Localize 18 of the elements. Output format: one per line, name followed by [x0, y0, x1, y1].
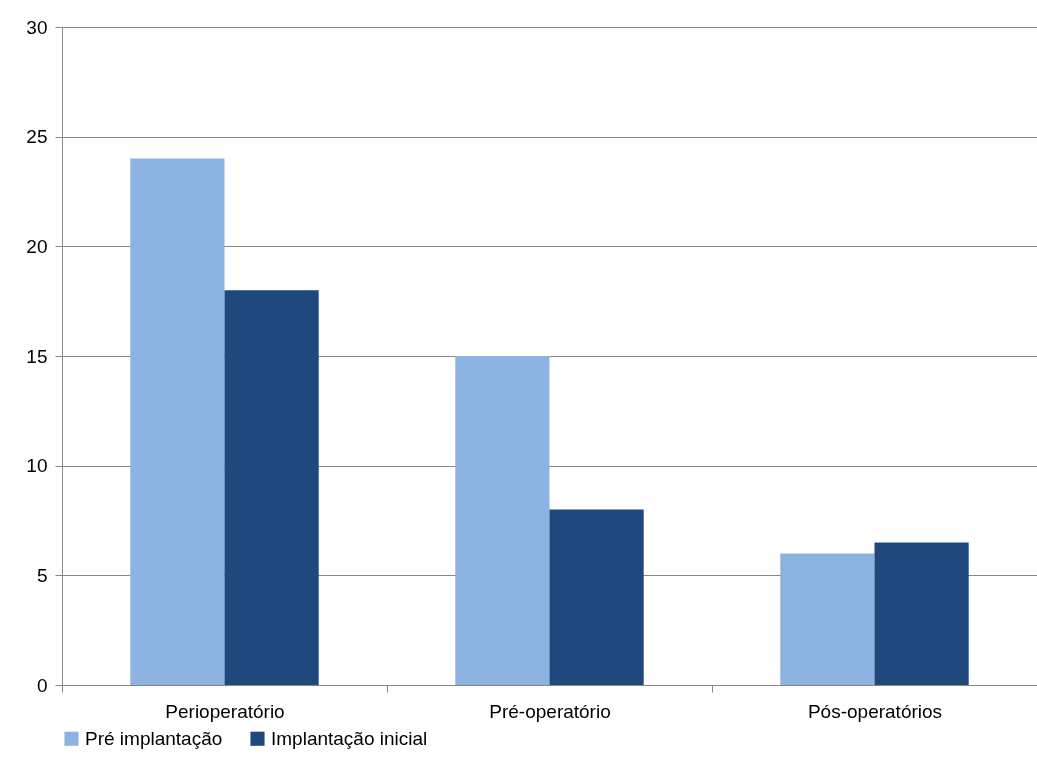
- x-tick-label: Pós-operatórios: [807, 700, 943, 722]
- y-tick-label: 5: [36, 564, 48, 586]
- y-tick-label: 20: [26, 235, 48, 257]
- bar: [780, 553, 875, 685]
- legend-label: Implantação inicial: [271, 727, 428, 749]
- y-tick-label: 25: [26, 126, 48, 148]
- x-tick-label: Perioperatório: [165, 700, 285, 722]
- y-tick-label: 0: [36, 674, 48, 696]
- y-tick-label: 30: [26, 16, 48, 38]
- bar: [130, 158, 225, 685]
- bar: [874, 542, 969, 685]
- x-tick-label: Pré-operatório: [489, 700, 611, 722]
- y-tick-label: 15: [26, 345, 48, 367]
- bar: [224, 290, 319, 685]
- legend-label: Pré implantação: [85, 727, 223, 749]
- y-tick-label: 10: [26, 455, 48, 477]
- bar: [549, 509, 644, 685]
- bar: [455, 356, 550, 685]
